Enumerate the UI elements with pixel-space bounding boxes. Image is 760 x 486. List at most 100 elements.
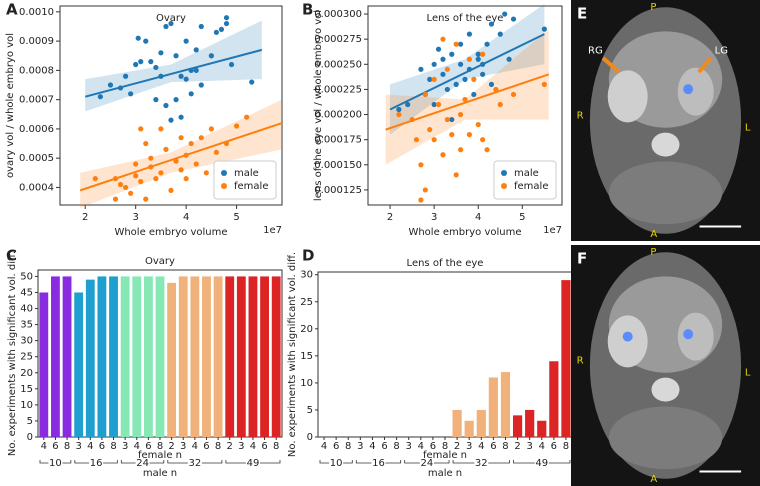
x-tick-label: 2 [387, 212, 393, 223]
y-tick-label: 0.000125 [314, 185, 362, 196]
organ-left [607, 70, 648, 123]
bar [525, 409, 535, 437]
bar [167, 282, 177, 437]
data-point [158, 126, 164, 132]
arrow [601, 56, 621, 74]
data-point [457, 61, 464, 67]
data-point [244, 114, 250, 120]
data-point [223, 15, 230, 21]
data-point [427, 76, 433, 82]
x-tick-label: 4 [418, 441, 424, 452]
data-point [163, 23, 169, 30]
group-axis-label: male n [143, 468, 177, 479]
y-tick-label: 0.000275 [314, 34, 362, 45]
legend-marker [221, 170, 227, 176]
x-tick-label: 2 [454, 441, 460, 452]
plot-frame [367, 5, 563, 206]
data-point [396, 106, 402, 113]
x-offset-label: 1e7 [543, 225, 562, 236]
x-tick-label: 8 [442, 441, 448, 452]
bar [190, 276, 200, 437]
data-point [183, 38, 189, 44]
data-point [466, 31, 473, 37]
data-point [435, 101, 442, 108]
data-point [453, 41, 459, 47]
y-tick-label: 0.0010 [19, 7, 54, 18]
x-tick-label: 5 [233, 212, 239, 223]
data-point [413, 137, 420, 143]
group-label: 10 [49, 458, 62, 469]
image-annotation: L [745, 368, 751, 379]
chart-title: Ovary [156, 13, 186, 24]
y-tick-label: 15 [300, 351, 313, 362]
data-point [506, 56, 512, 62]
data-point [484, 41, 490, 47]
data-point [153, 97, 159, 103]
data-point [178, 73, 184, 79]
x-tick-label: 6 [261, 441, 267, 452]
data-point [122, 184, 129, 191]
legend-box [493, 160, 557, 200]
y-tick-label: 35 [20, 320, 33, 331]
data-point [198, 82, 204, 88]
x-axis-label: Whole embryo volume [408, 227, 521, 238]
y-tick-label: 0.000300 [314, 9, 362, 20]
data-point [213, 29, 220, 35]
x-tick-label: 3 [406, 441, 412, 452]
fit-line [389, 33, 545, 111]
chart-title: Lens of the eye [407, 258, 484, 269]
x-tick-label: 2 [82, 212, 88, 223]
data-point [188, 91, 194, 97]
bar [512, 415, 523, 437]
x-tick-label: 3 [357, 441, 363, 452]
x-tick-label: 4 [478, 441, 484, 452]
highlight [622, 331, 633, 342]
x-tick-label: 3 [466, 441, 472, 452]
lower-body [608, 406, 723, 470]
x-tick-label: 4 [183, 212, 189, 223]
panel-label: A [6, 1, 18, 19]
data-point [497, 31, 503, 37]
bar [109, 276, 118, 437]
data-point [475, 56, 481, 62]
x-tick-label: 8 [345, 441, 351, 452]
y-tick-label: 50 [20, 271, 33, 282]
group-label: 16 [90, 458, 103, 469]
x-tick-label: 4 [369, 441, 375, 452]
x-tick-label: 3 [180, 441, 186, 452]
y-tick-label: 5 [307, 405, 313, 416]
x-offset-label: 1e7 [263, 225, 282, 236]
y-axis-label: No. experiments with significant vol. di… [287, 252, 298, 457]
legend-marker [501, 170, 507, 176]
highlight [683, 329, 694, 340]
bar [62, 276, 72, 437]
data-point [444, 86, 450, 93]
data-point [418, 197, 424, 203]
fit-line [385, 73, 550, 131]
data-point [133, 61, 139, 68]
y-tick-label: 0.000250 [314, 59, 362, 70]
bar [132, 276, 142, 437]
y-tick-label: 15 [20, 384, 33, 395]
data-point [168, 187, 174, 193]
legend-label: male [514, 168, 539, 179]
data-point [208, 126, 214, 132]
legend-label: female [514, 181, 548, 192]
x-tick-label: 6 [381, 441, 387, 452]
data-point [444, 66, 450, 72]
y-tick-label: 10 [300, 378, 313, 389]
data-point [480, 51, 486, 57]
data-point [493, 86, 499, 93]
legend-marker [501, 183, 507, 189]
data-point [480, 137, 486, 143]
data-point [128, 91, 134, 97]
data-point [449, 116, 455, 123]
fit-line [84, 48, 263, 98]
confidence-band [85, 20, 262, 112]
data-point [510, 16, 517, 22]
y-tick-label: 0.000150 [314, 160, 362, 171]
fit-line [79, 122, 283, 192]
x-tick-label: 2 [168, 441, 174, 452]
x-tick-label: 8 [393, 441, 399, 452]
data-point [466, 56, 473, 62]
